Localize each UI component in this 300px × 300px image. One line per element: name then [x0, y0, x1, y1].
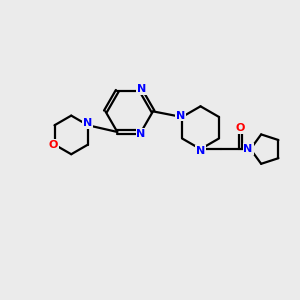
Text: O: O [48, 140, 58, 150]
Text: N: N [244, 144, 253, 154]
Text: N: N [136, 129, 146, 139]
Text: N: N [83, 118, 93, 128]
Text: N: N [137, 84, 146, 94]
Text: N: N [176, 110, 185, 121]
Text: N: N [196, 146, 205, 156]
Text: O: O [236, 123, 245, 133]
